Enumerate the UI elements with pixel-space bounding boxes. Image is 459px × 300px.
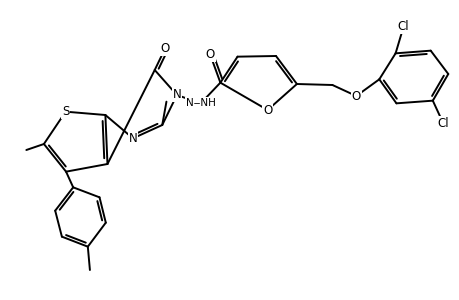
Text: Cl: Cl bbox=[397, 20, 409, 33]
Text: Cl: Cl bbox=[437, 117, 448, 130]
Text: N‒NH: N‒NH bbox=[185, 98, 215, 108]
Text: O: O bbox=[351, 89, 360, 103]
Text: O: O bbox=[160, 42, 169, 55]
Text: O: O bbox=[263, 103, 272, 116]
Text: S: S bbox=[62, 105, 69, 118]
Text: N: N bbox=[129, 132, 137, 145]
Text: N: N bbox=[172, 88, 181, 101]
Text: O: O bbox=[205, 49, 214, 62]
